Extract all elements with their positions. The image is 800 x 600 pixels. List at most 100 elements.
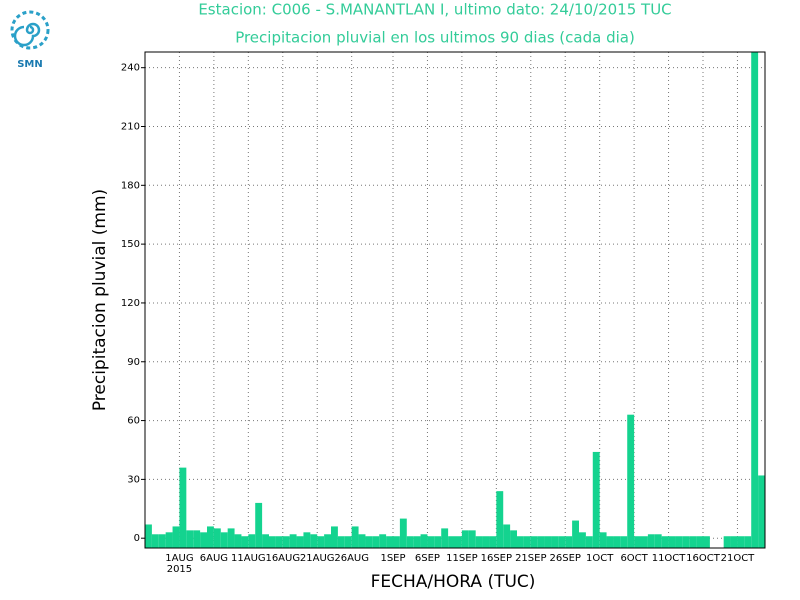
bar <box>689 536 697 548</box>
bar <box>606 536 614 548</box>
x-tick-label: 1SEP <box>380 553 405 564</box>
year-label: 2015 <box>167 564 192 575</box>
bar <box>627 414 635 548</box>
x-tick-label: 16SEP <box>481 553 512 564</box>
bar <box>703 536 710 548</box>
x-tick-label: 6OCT <box>620 553 648 564</box>
bar <box>744 536 752 548</box>
bar <box>751 52 759 548</box>
bar <box>537 536 545 548</box>
bar <box>682 536 690 548</box>
bar <box>193 530 201 548</box>
bar <box>262 534 269 548</box>
bar <box>241 536 249 548</box>
bar <box>151 534 159 548</box>
bar <box>365 536 373 548</box>
bar <box>475 536 483 548</box>
bar <box>317 536 325 548</box>
x-tick-label: 11AUG <box>231 553 266 564</box>
x-tick-label: 26SEP <box>550 553 581 564</box>
bar <box>517 536 524 548</box>
bar <box>393 536 400 548</box>
bar <box>620 536 628 548</box>
bar <box>455 536 462 548</box>
bar <box>358 534 366 548</box>
bar <box>275 536 283 548</box>
bar <box>558 536 566 548</box>
bar <box>427 536 435 548</box>
plot-frame <box>144 51 766 549</box>
bar <box>585 536 593 548</box>
bar <box>179 467 187 548</box>
bar <box>186 530 194 548</box>
logo-text: SMN <box>17 59 43 70</box>
x-tick-label: 1AUG <box>165 553 193 564</box>
y-tick-label: 150 <box>121 239 140 250</box>
bar <box>523 536 531 548</box>
bar <box>544 536 552 548</box>
bar <box>654 534 662 548</box>
bar <box>165 532 173 548</box>
bar <box>448 536 455 548</box>
x-tick-label: 21SEP <box>515 553 546 564</box>
bar <box>213 528 221 548</box>
y-axis-label: Precipitacion pluvial (mm) <box>90 189 110 411</box>
bar <box>145 524 152 548</box>
bar <box>696 536 703 548</box>
bar <box>468 530 476 548</box>
y-tick-label: 60 <box>127 416 140 427</box>
bar <box>386 536 393 548</box>
bar <box>599 532 607 548</box>
bar <box>530 536 538 548</box>
bar <box>461 530 469 548</box>
bar <box>565 536 573 548</box>
bar <box>647 534 655 548</box>
bar <box>572 520 579 548</box>
x-tick-label: 6AUG <box>200 553 228 564</box>
x-tick-label: 16AUG <box>265 553 300 564</box>
bar <box>220 532 228 548</box>
y-tick-label: 30 <box>127 474 140 485</box>
y-tick-label: 180 <box>121 180 140 191</box>
bar <box>303 532 311 548</box>
x-tick-label: 26AUG <box>334 553 369 564</box>
bar <box>296 536 304 548</box>
bar <box>399 518 407 548</box>
bar <box>592 451 600 548</box>
bar <box>331 526 338 548</box>
x-tick-label: 1OCT <box>586 553 614 564</box>
bar <box>289 534 297 548</box>
bar <box>406 536 414 548</box>
bar <box>248 534 256 548</box>
y-tick-label: 120 <box>121 298 140 309</box>
bar <box>489 536 497 548</box>
bar <box>661 536 669 548</box>
bar <box>337 536 345 548</box>
x-tick-label: 11SEP <box>446 553 477 564</box>
y-tick-label: 210 <box>121 121 140 132</box>
bar <box>255 502 263 548</box>
x-tick-label: 11OCT <box>652 553 687 564</box>
bar <box>434 536 442 548</box>
bar <box>503 524 511 548</box>
chart-title: Estacion: C006 - S.MANANTLAN I, ultimo d… <box>198 1 671 19</box>
bar <box>310 534 318 548</box>
bar <box>668 536 676 548</box>
bar <box>641 536 648 548</box>
bar <box>551 536 559 548</box>
bar <box>482 536 490 548</box>
bar <box>158 534 166 548</box>
bar <box>234 534 242 548</box>
chart-subtitle: Precipitacion pluvial en los ultimos 90 … <box>235 29 635 47</box>
bar <box>758 475 765 548</box>
bar <box>579 532 586 548</box>
bar <box>675 536 683 548</box>
bar <box>351 526 359 548</box>
y-tick-label: 0 <box>134 533 140 544</box>
bar <box>496 491 504 548</box>
bar <box>269 536 276 548</box>
plot-bars <box>145 52 765 548</box>
bar <box>510 530 517 548</box>
x-axis-label: FECHA/HORA (TUC) <box>371 572 536 592</box>
